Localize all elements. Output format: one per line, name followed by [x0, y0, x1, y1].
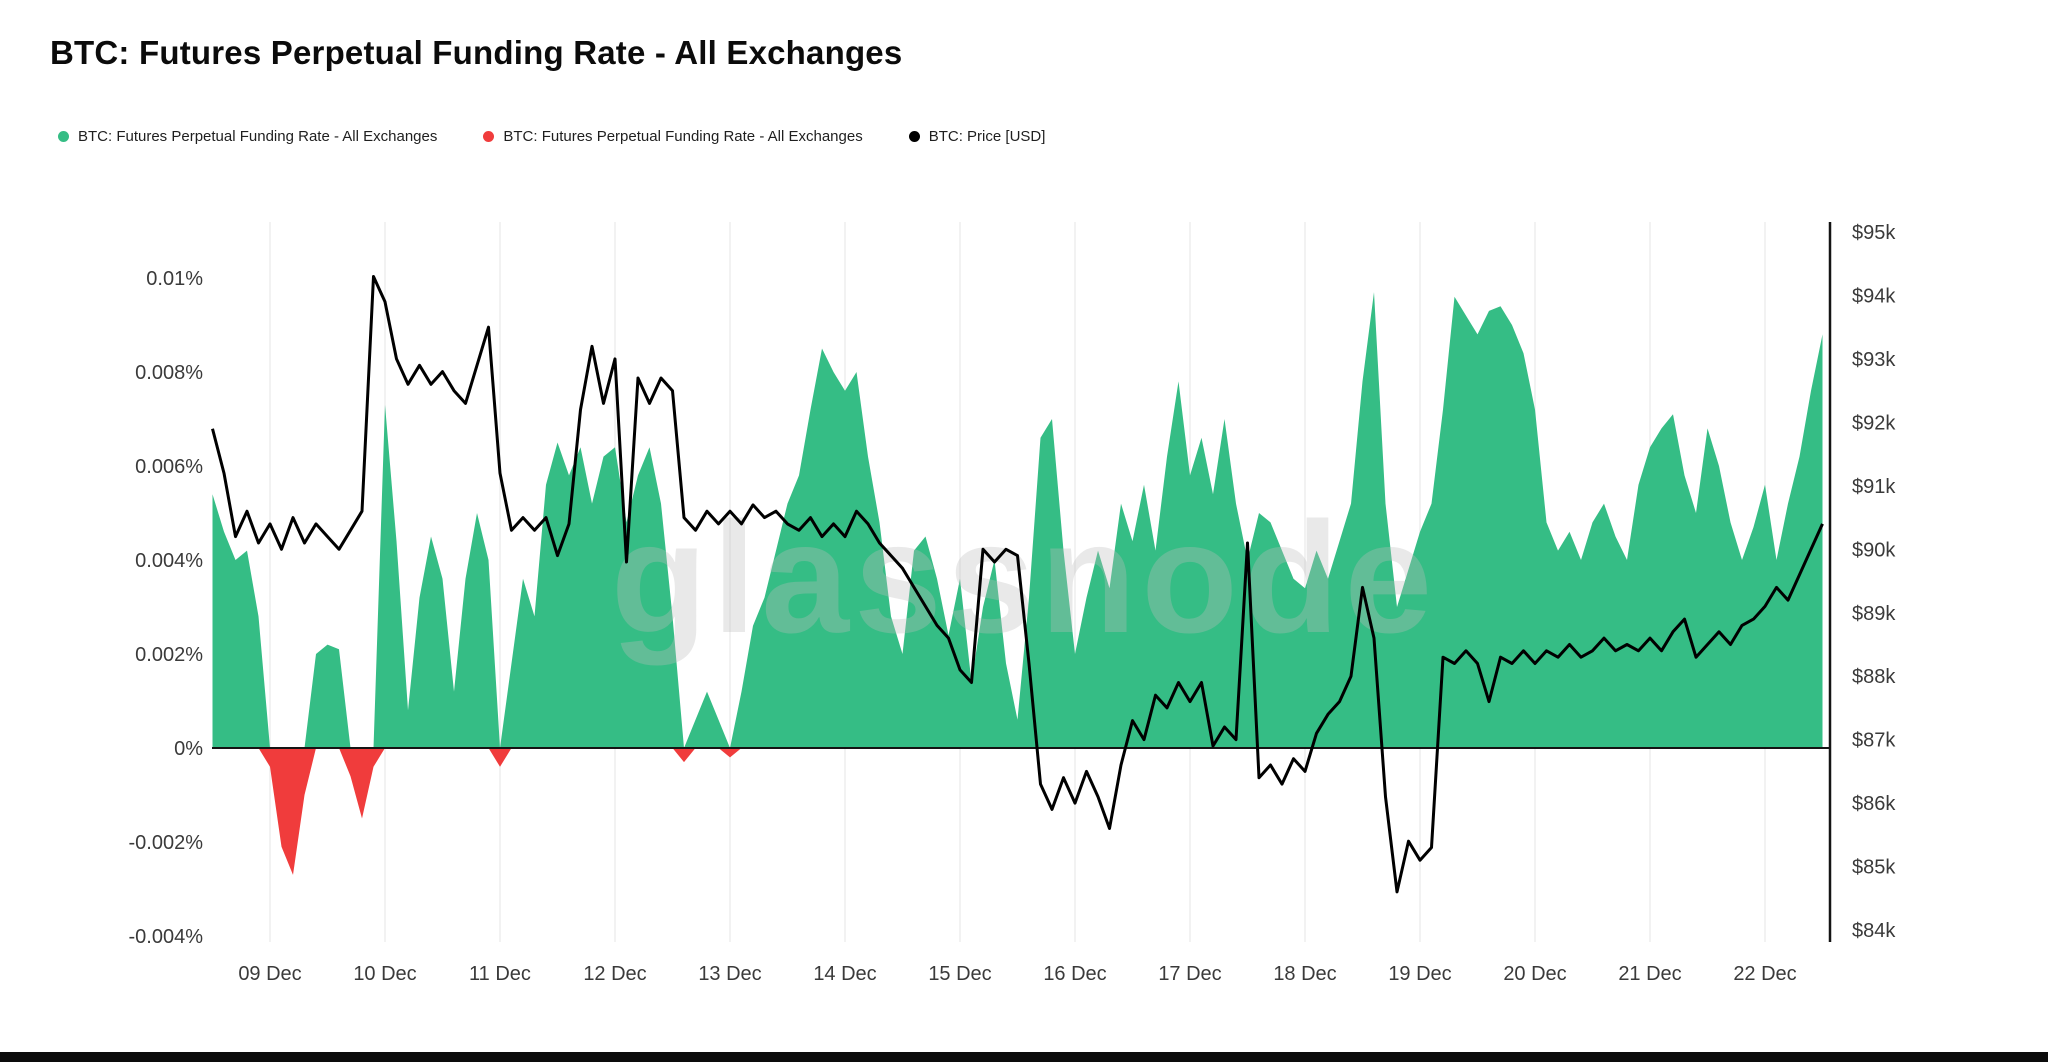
legend-item-label: BTC: Futures Perpetual Funding Rate - Al… — [78, 128, 438, 145]
x-axis-tick-label: 19 Dec — [1388, 963, 1451, 985]
x-axis-tick-label: 20 Dec — [1503, 963, 1566, 985]
btc-price-line — [211, 275, 1824, 894]
right-axis-tick-label: $95k — [1852, 222, 1896, 244]
x-axis-tick-label: 10 Dec — [353, 963, 416, 985]
x-axis-tick-label: 16 Dec — [1043, 963, 1106, 985]
left-axis-tick-label: 0.002% — [135, 644, 203, 666]
x-axis-tick-label: 22 Dec — [1733, 963, 1796, 985]
legend-dot-icon — [483, 131, 495, 142]
x-axis-tick-label: 21 Dec — [1618, 963, 1681, 985]
left-axis-tick-label: 0.004% — [135, 550, 203, 572]
right-axis-tick-label: $85k — [1852, 857, 1896, 879]
right-axis-tick-label: $88k — [1852, 666, 1896, 688]
left-axis-tick-label: -0.002% — [129, 832, 204, 854]
legend-item-label: BTC: Futures Perpetual Funding Rate - Al… — [503, 128, 863, 145]
right-axis-tick-label: $87k — [1852, 730, 1896, 752]
right-axis-tick-label: $92k — [1852, 412, 1896, 434]
x-axis-tick-label: 15 Dec — [928, 963, 991, 985]
right-axis-tick-label: $93k — [1852, 349, 1896, 371]
funding-rate-positive-area — [212, 292, 1823, 748]
chart-title: BTC: Futures Perpetual Funding Rate - Al… — [50, 34, 903, 71]
right-axis-tick-label: $86k — [1852, 793, 1896, 815]
left-axis-tick-label: 0.006% — [135, 456, 203, 478]
legend-dot-icon — [908, 131, 920, 142]
right-axis-tick-label: $89k — [1852, 603, 1896, 625]
x-axis-tick-label: 12 Dec — [583, 963, 646, 985]
left-axis-tick-label: 0.008% — [135, 362, 203, 384]
right-axis-tick-label: $84k — [1852, 920, 1896, 942]
glassnode-watermark: glassnode — [611, 490, 1437, 666]
x-axis-tick-label: 09 Dec — [238, 963, 301, 985]
left-axis-tick-label: 0.01% — [146, 268, 203, 290]
legend-item[interactable]: BTC: Price [USD] — [908, 128, 1046, 145]
legend-item[interactable]: BTC: Futures Perpetual Funding Rate - Al… — [483, 128, 863, 145]
right-axis-tick-label: $90k — [1852, 539, 1896, 561]
bottom-window-edge — [0, 1052, 2048, 1062]
right-axis-tick-label: $94k — [1852, 286, 1896, 308]
legend: BTC: Futures Perpetual Funding Rate - Al… — [58, 128, 1045, 145]
left-axis-tick-label: 0% — [174, 738, 203, 760]
x-axis-tick-label: 14 Dec — [813, 963, 876, 985]
legend-dot-icon — [58, 131, 69, 142]
x-axis-tick-label: 13 Dec — [698, 963, 761, 985]
x-axis-tick-label: 11 Dec — [469, 963, 531, 985]
right-axis-tick-label: $91k — [1852, 476, 1896, 498]
x-axis-tick-label: 17 Dec — [1158, 963, 1221, 985]
funding-rate-negative-area — [212, 748, 1823, 875]
left-axis-tick-label: -0.004% — [129, 926, 204, 948]
legend-item-label: BTC: Price [USD] — [928, 128, 1046, 145]
x-axis-tick-label: 18 Dec — [1273, 963, 1336, 985]
legend-item[interactable]: BTC: Futures Perpetual Funding Rate - Al… — [58, 128, 437, 145]
